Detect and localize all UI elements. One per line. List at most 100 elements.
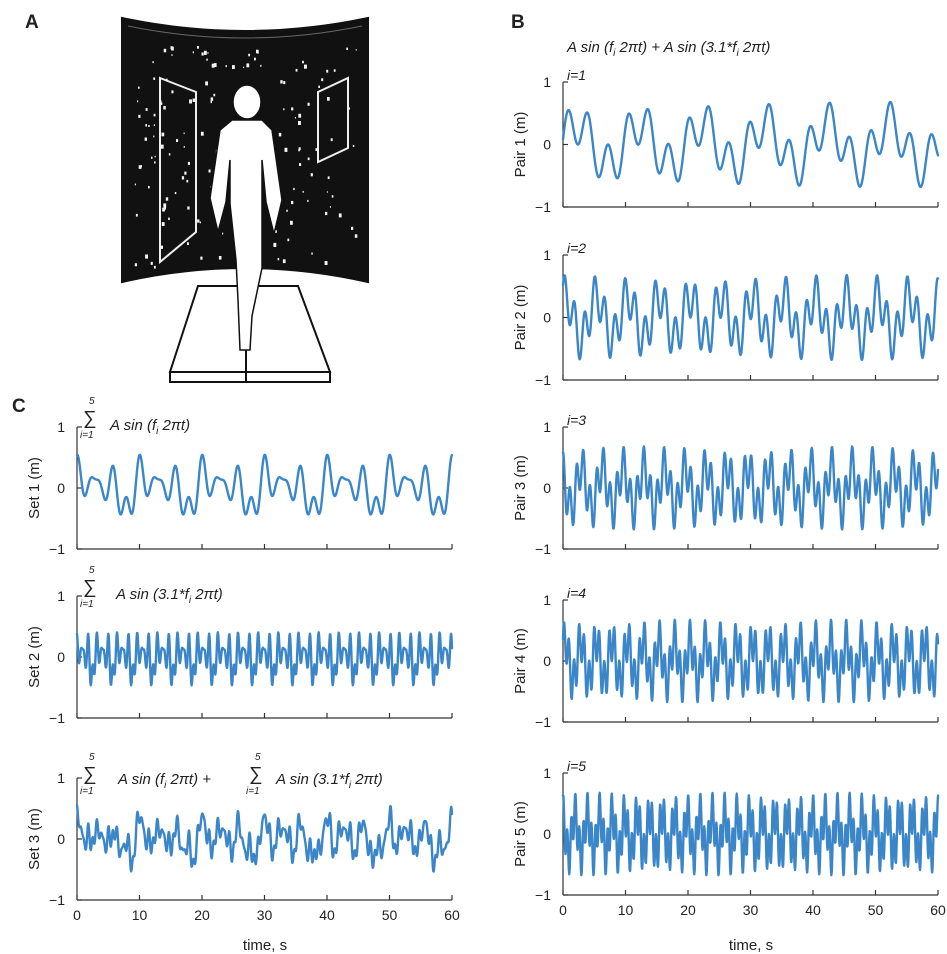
flow-dot (165, 78, 168, 81)
flow-dot (352, 144, 355, 147)
flow-dot (327, 97, 330, 101)
y-tick-label: −1 (535, 199, 551, 215)
subplot-6: −1 0 1 Pair 3 (m) i=3 (512, 412, 940, 557)
flow-dot (351, 226, 354, 230)
y-tick-label: 0 (543, 310, 551, 326)
flow-dot (273, 242, 277, 247)
svg-text:i=1: i=1 (80, 430, 94, 441)
flow-dot (246, 63, 250, 68)
flow-dot (150, 261, 153, 265)
flow-dot (171, 54, 173, 56)
flow-dot (283, 81, 286, 85)
y-tick-label: 1 (57, 770, 65, 786)
flow-dot (225, 65, 227, 68)
y-axis-label: Pair 4 (m) (512, 628, 529, 694)
flow-dot (291, 200, 294, 205)
flow-dot (165, 197, 169, 201)
y-tick-label: 1 (543, 74, 551, 90)
y-tick-label: 1 (543, 592, 551, 608)
flow-dot (187, 206, 190, 210)
subplot-1: −1 0 1 Set 1 (m) (26, 419, 454, 557)
x-tick-label: 0 (73, 907, 81, 923)
flow-dot (280, 80, 283, 84)
x-tick-label: 50 (382, 907, 398, 923)
flow-dot (254, 57, 256, 61)
flow-dot (145, 108, 148, 111)
flow-dot (200, 131, 204, 136)
flow-dot (171, 46, 174, 51)
flow-dot (298, 149, 300, 152)
svg-text:5: 5 (89, 396, 95, 407)
panel-label-b: B (511, 12, 525, 33)
y-tick-label: −1 (49, 710, 65, 726)
x-tick-label: 10 (132, 907, 148, 923)
svg-text:5: 5 (89, 565, 95, 576)
flow-dot (154, 155, 156, 158)
flow-dot (135, 213, 138, 217)
y-tick-label: −1 (535, 372, 551, 388)
x-tick-label: 10 (618, 902, 634, 918)
y-tick-label: −1 (535, 541, 551, 557)
svg-text:5: 5 (255, 752, 261, 763)
svg-text:∑: ∑ (83, 408, 97, 429)
series-line (561, 100, 940, 189)
walker-silhouette (209, 84, 283, 351)
y-axis-label: Pair 3 (m) (512, 455, 529, 521)
x-axis-label-left: time, s (243, 937, 287, 954)
flow-dot (163, 203, 167, 208)
y-tick-label: −1 (49, 892, 65, 908)
vr-walking-illustration (121, 16, 369, 383)
y-axis-label: Pair 2 (m) (512, 285, 529, 351)
flow-dot (211, 63, 215, 68)
panel-label-c: C (12, 396, 26, 417)
flow-dot (163, 106, 166, 110)
svg-text:A sin (fi 2πt) +: A sin (fi 2πt) + (117, 771, 211, 791)
svg-text:∑: ∑ (83, 577, 97, 598)
flow-dot (153, 77, 156, 80)
flow-dot (330, 138, 333, 142)
flow-dot (137, 100, 139, 103)
flow-dot (206, 58, 208, 61)
dot-flow-field (134, 46, 358, 269)
flow-dot (153, 124, 155, 126)
y-tick-label: 0 (543, 137, 551, 153)
svg-text:∑: ∑ (83, 764, 97, 785)
flow-dot (338, 213, 342, 218)
svg-text:A sin (3.1*fi 2πt): A sin (3.1*fi 2πt) (115, 586, 223, 606)
flow-dot (232, 65, 235, 69)
flow-dot (168, 217, 170, 220)
x-tick-label: 40 (805, 902, 821, 918)
flow-dot (282, 259, 286, 264)
svg-text:∑: ∑ (249, 764, 263, 785)
flow-dot (260, 64, 262, 67)
flow-dot (355, 49, 357, 51)
set3-formula: 5 ∑ i=1 A sin (fi 2πt) + 5 ∑ i=1 A sin (… (80, 752, 383, 797)
flow-dot (311, 252, 313, 255)
flow-dot (325, 211, 328, 216)
x-tick-label: 30 (743, 902, 759, 918)
flow-dot (275, 230, 277, 233)
flow-dot (159, 118, 161, 121)
flow-dot (163, 48, 167, 53)
flow-dot (302, 60, 304, 64)
flow-dot (298, 147, 301, 151)
flow-dot (327, 176, 330, 180)
flow-dot (203, 50, 207, 55)
flow-dot (145, 124, 147, 127)
x-tick-label: 50 (868, 902, 884, 918)
flow-dot (187, 242, 189, 245)
flow-dot (189, 99, 192, 104)
flow-dot (302, 190, 304, 193)
y-tick-label: 0 (543, 480, 551, 496)
svg-text:A sin (3.1*fi 2πt): A sin (3.1*fi 2πt) (275, 771, 383, 791)
flow-dot (151, 156, 153, 159)
flow-dot (291, 107, 294, 111)
flow-dot (278, 132, 282, 137)
series-line (561, 273, 940, 362)
flow-dot (283, 108, 285, 111)
flow-dot (199, 221, 201, 224)
flow-dot (163, 206, 166, 210)
flow-dot (207, 52, 209, 54)
